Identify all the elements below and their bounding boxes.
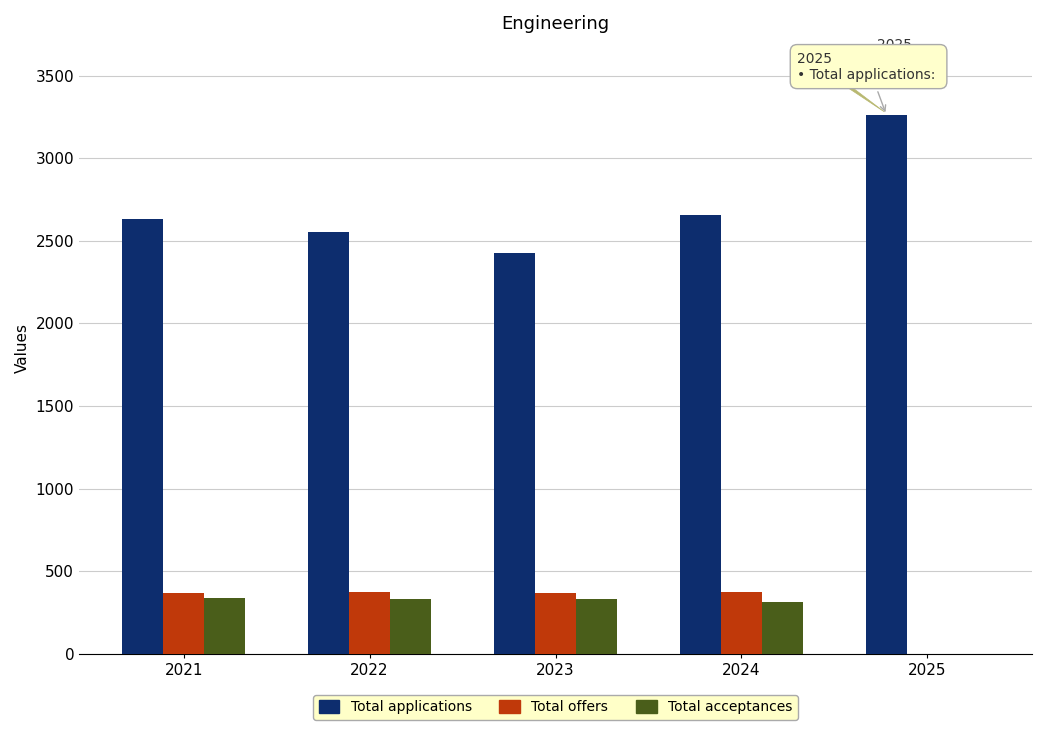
Bar [308, 232, 349, 654]
Bar [866, 115, 907, 654]
Bar [122, 219, 163, 654]
Bar [576, 599, 617, 654]
Bar [391, 599, 431, 654]
Bar [721, 592, 762, 654]
Text: 2025
• Total applications:: 2025 • Total applications: [797, 52, 940, 111]
Bar [349, 592, 391, 654]
Bar [494, 252, 535, 654]
Bar [204, 599, 245, 654]
Bar [163, 593, 204, 654]
Bar [762, 602, 803, 654]
Bar [681, 215, 721, 654]
Y-axis label: Values: Values [15, 323, 30, 373]
Title: Engineering: Engineering [502, 15, 609, 33]
Bar [535, 593, 576, 654]
Legend: Total applications, Total offers, Total acceptances: Total applications, Total offers, Total … [313, 695, 798, 720]
Text: 2025: 2025 [877, 39, 912, 52]
